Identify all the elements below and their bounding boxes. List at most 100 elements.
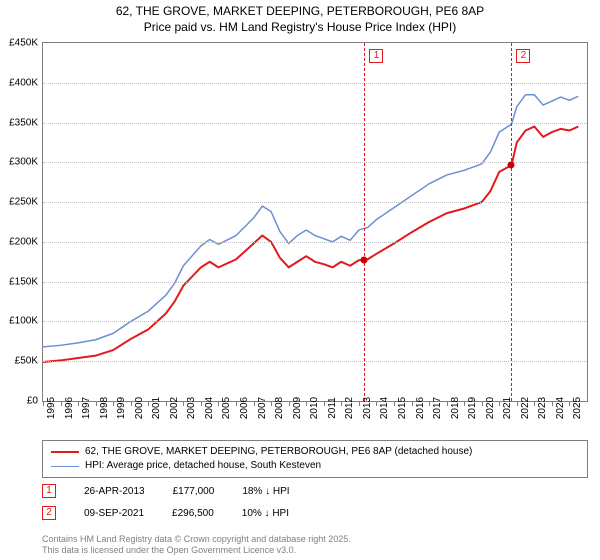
x-tick-label: 2011	[327, 397, 338, 419]
x-tick-mark	[131, 402, 132, 406]
x-tick-label: 2006	[239, 397, 250, 419]
legend-row-property: 62, THE GROVE, MARKET DEEPING, PETERBORO…	[51, 445, 579, 459]
x-tick-label: 2021	[502, 397, 513, 419]
footer-line1: Contains HM Land Registry data © Crown c…	[42, 534, 351, 545]
y-tick-label: £150K	[0, 276, 38, 287]
x-tick-mark	[271, 402, 272, 406]
y-tick-label: £350K	[0, 117, 38, 128]
legend-swatch-hpi	[51, 466, 79, 467]
gridline-h	[43, 282, 587, 283]
marker-box-2: 2	[516, 49, 530, 63]
x-tick-mark	[43, 402, 44, 406]
x-tick-mark	[464, 402, 465, 406]
series-line-hpi	[43, 95, 578, 347]
x-tick-mark	[113, 402, 114, 406]
gridline-h	[43, 361, 587, 362]
gridline-h	[43, 123, 587, 124]
x-tick-label: 2005	[221, 397, 232, 419]
x-tick-mark	[552, 402, 553, 406]
x-tick-label: 1999	[116, 397, 127, 419]
marker-dot-2	[508, 162, 515, 169]
gridline-h	[43, 321, 587, 322]
title-line2: Price paid vs. HM Land Registry's House …	[0, 20, 600, 36]
marker-date-1: 26-APR-2013	[84, 486, 145, 497]
x-tick-mark	[166, 402, 167, 406]
x-tick-mark	[61, 402, 62, 406]
x-tick-mark	[96, 402, 97, 406]
x-tick-label: 2000	[134, 397, 145, 419]
footer-note: Contains HM Land Registry data © Crown c…	[42, 534, 351, 557]
marker-box-1: 1	[369, 49, 383, 63]
x-tick-mark	[429, 402, 430, 406]
x-tick-mark	[218, 402, 219, 406]
y-tick-label: £50K	[0, 356, 38, 367]
x-tick-label: 2024	[555, 397, 566, 419]
y-tick-label: £200K	[0, 236, 38, 247]
x-tick-mark	[148, 402, 149, 406]
legend-label-property: 62, THE GROVE, MARKET DEEPING, PETERBORO…	[85, 445, 472, 459]
x-tick-label: 2013	[362, 397, 373, 419]
gridline-h	[43, 162, 587, 163]
x-tick-label: 2015	[397, 397, 408, 419]
gridline-h	[43, 202, 587, 203]
marker-info-row-1: 1 26-APR-2013 £177,000 18% ↓ HPI	[42, 484, 588, 498]
marker-hpidiff-2: 10% ↓ HPI	[242, 508, 289, 519]
x-tick-mark	[359, 402, 360, 406]
y-tick-label: £300K	[0, 157, 38, 168]
marker-info-row-2: 2 09-SEP-2021 £296,500 10% ↓ HPI	[42, 506, 588, 520]
x-tick-mark	[499, 402, 500, 406]
x-tick-mark	[201, 402, 202, 406]
title-line1: 62, THE GROVE, MARKET DEEPING, PETERBORO…	[0, 4, 600, 20]
marker-badge-1: 1	[42, 484, 56, 498]
x-tick-label: 2022	[520, 397, 531, 419]
x-tick-mark	[394, 402, 395, 406]
marker-dot-1	[361, 257, 368, 264]
x-tick-mark	[78, 402, 79, 406]
x-tick-label: 1997	[81, 397, 92, 419]
marker-date-2: 09-SEP-2021	[84, 508, 144, 519]
x-tick-mark	[482, 402, 483, 406]
x-tick-mark	[376, 402, 377, 406]
x-tick-label: 2020	[485, 397, 496, 419]
x-tick-mark	[289, 402, 290, 406]
marker-line-1	[364, 43, 365, 401]
x-tick-label: 2004	[204, 397, 215, 419]
x-tick-label: 1998	[99, 397, 110, 419]
x-tick-label: 2017	[432, 397, 443, 419]
x-tick-label: 2008	[274, 397, 285, 419]
x-tick-label: 2003	[186, 397, 197, 419]
y-tick-label: £450K	[0, 38, 38, 49]
x-tick-mark	[341, 402, 342, 406]
x-tick-mark	[236, 402, 237, 406]
marker-line-2	[511, 43, 512, 401]
x-tick-mark	[324, 402, 325, 406]
legend-label-hpi: HPI: Average price, detached house, Sout…	[85, 459, 321, 473]
gridline-h	[43, 242, 587, 243]
x-tick-mark	[183, 402, 184, 406]
x-tick-mark	[569, 402, 570, 406]
footer-line2: This data is licensed under the Open Gov…	[42, 545, 351, 556]
y-tick-label: £400K	[0, 77, 38, 88]
x-tick-label: 2001	[151, 397, 162, 419]
x-tick-label: 1995	[46, 397, 57, 419]
x-tick-label: 2012	[344, 397, 355, 419]
marker-hpidiff-1: 18% ↓ HPI	[242, 486, 289, 497]
x-tick-label: 2025	[572, 397, 583, 419]
x-tick-mark	[254, 402, 255, 406]
x-tick-label: 2018	[450, 397, 461, 419]
x-tick-label: 2007	[257, 397, 268, 419]
x-tick-label: 2014	[379, 397, 390, 419]
legend-row-hpi: HPI: Average price, detached house, Sout…	[51, 459, 579, 473]
x-tick-label: 2009	[292, 397, 303, 419]
marker-price-1: £177,000	[173, 486, 215, 497]
x-tick-mark	[517, 402, 518, 406]
title-block: 62, THE GROVE, MARKET DEEPING, PETERBORO…	[0, 0, 600, 35]
y-tick-label: £0	[0, 396, 38, 407]
x-tick-label: 2019	[467, 397, 478, 419]
x-tick-mark	[412, 402, 413, 406]
x-tick-mark	[447, 402, 448, 406]
gridline-h	[43, 83, 587, 84]
y-tick-label: £100K	[0, 316, 38, 327]
x-tick-label: 2010	[309, 397, 320, 419]
marker-badge-2: 2	[42, 506, 56, 520]
